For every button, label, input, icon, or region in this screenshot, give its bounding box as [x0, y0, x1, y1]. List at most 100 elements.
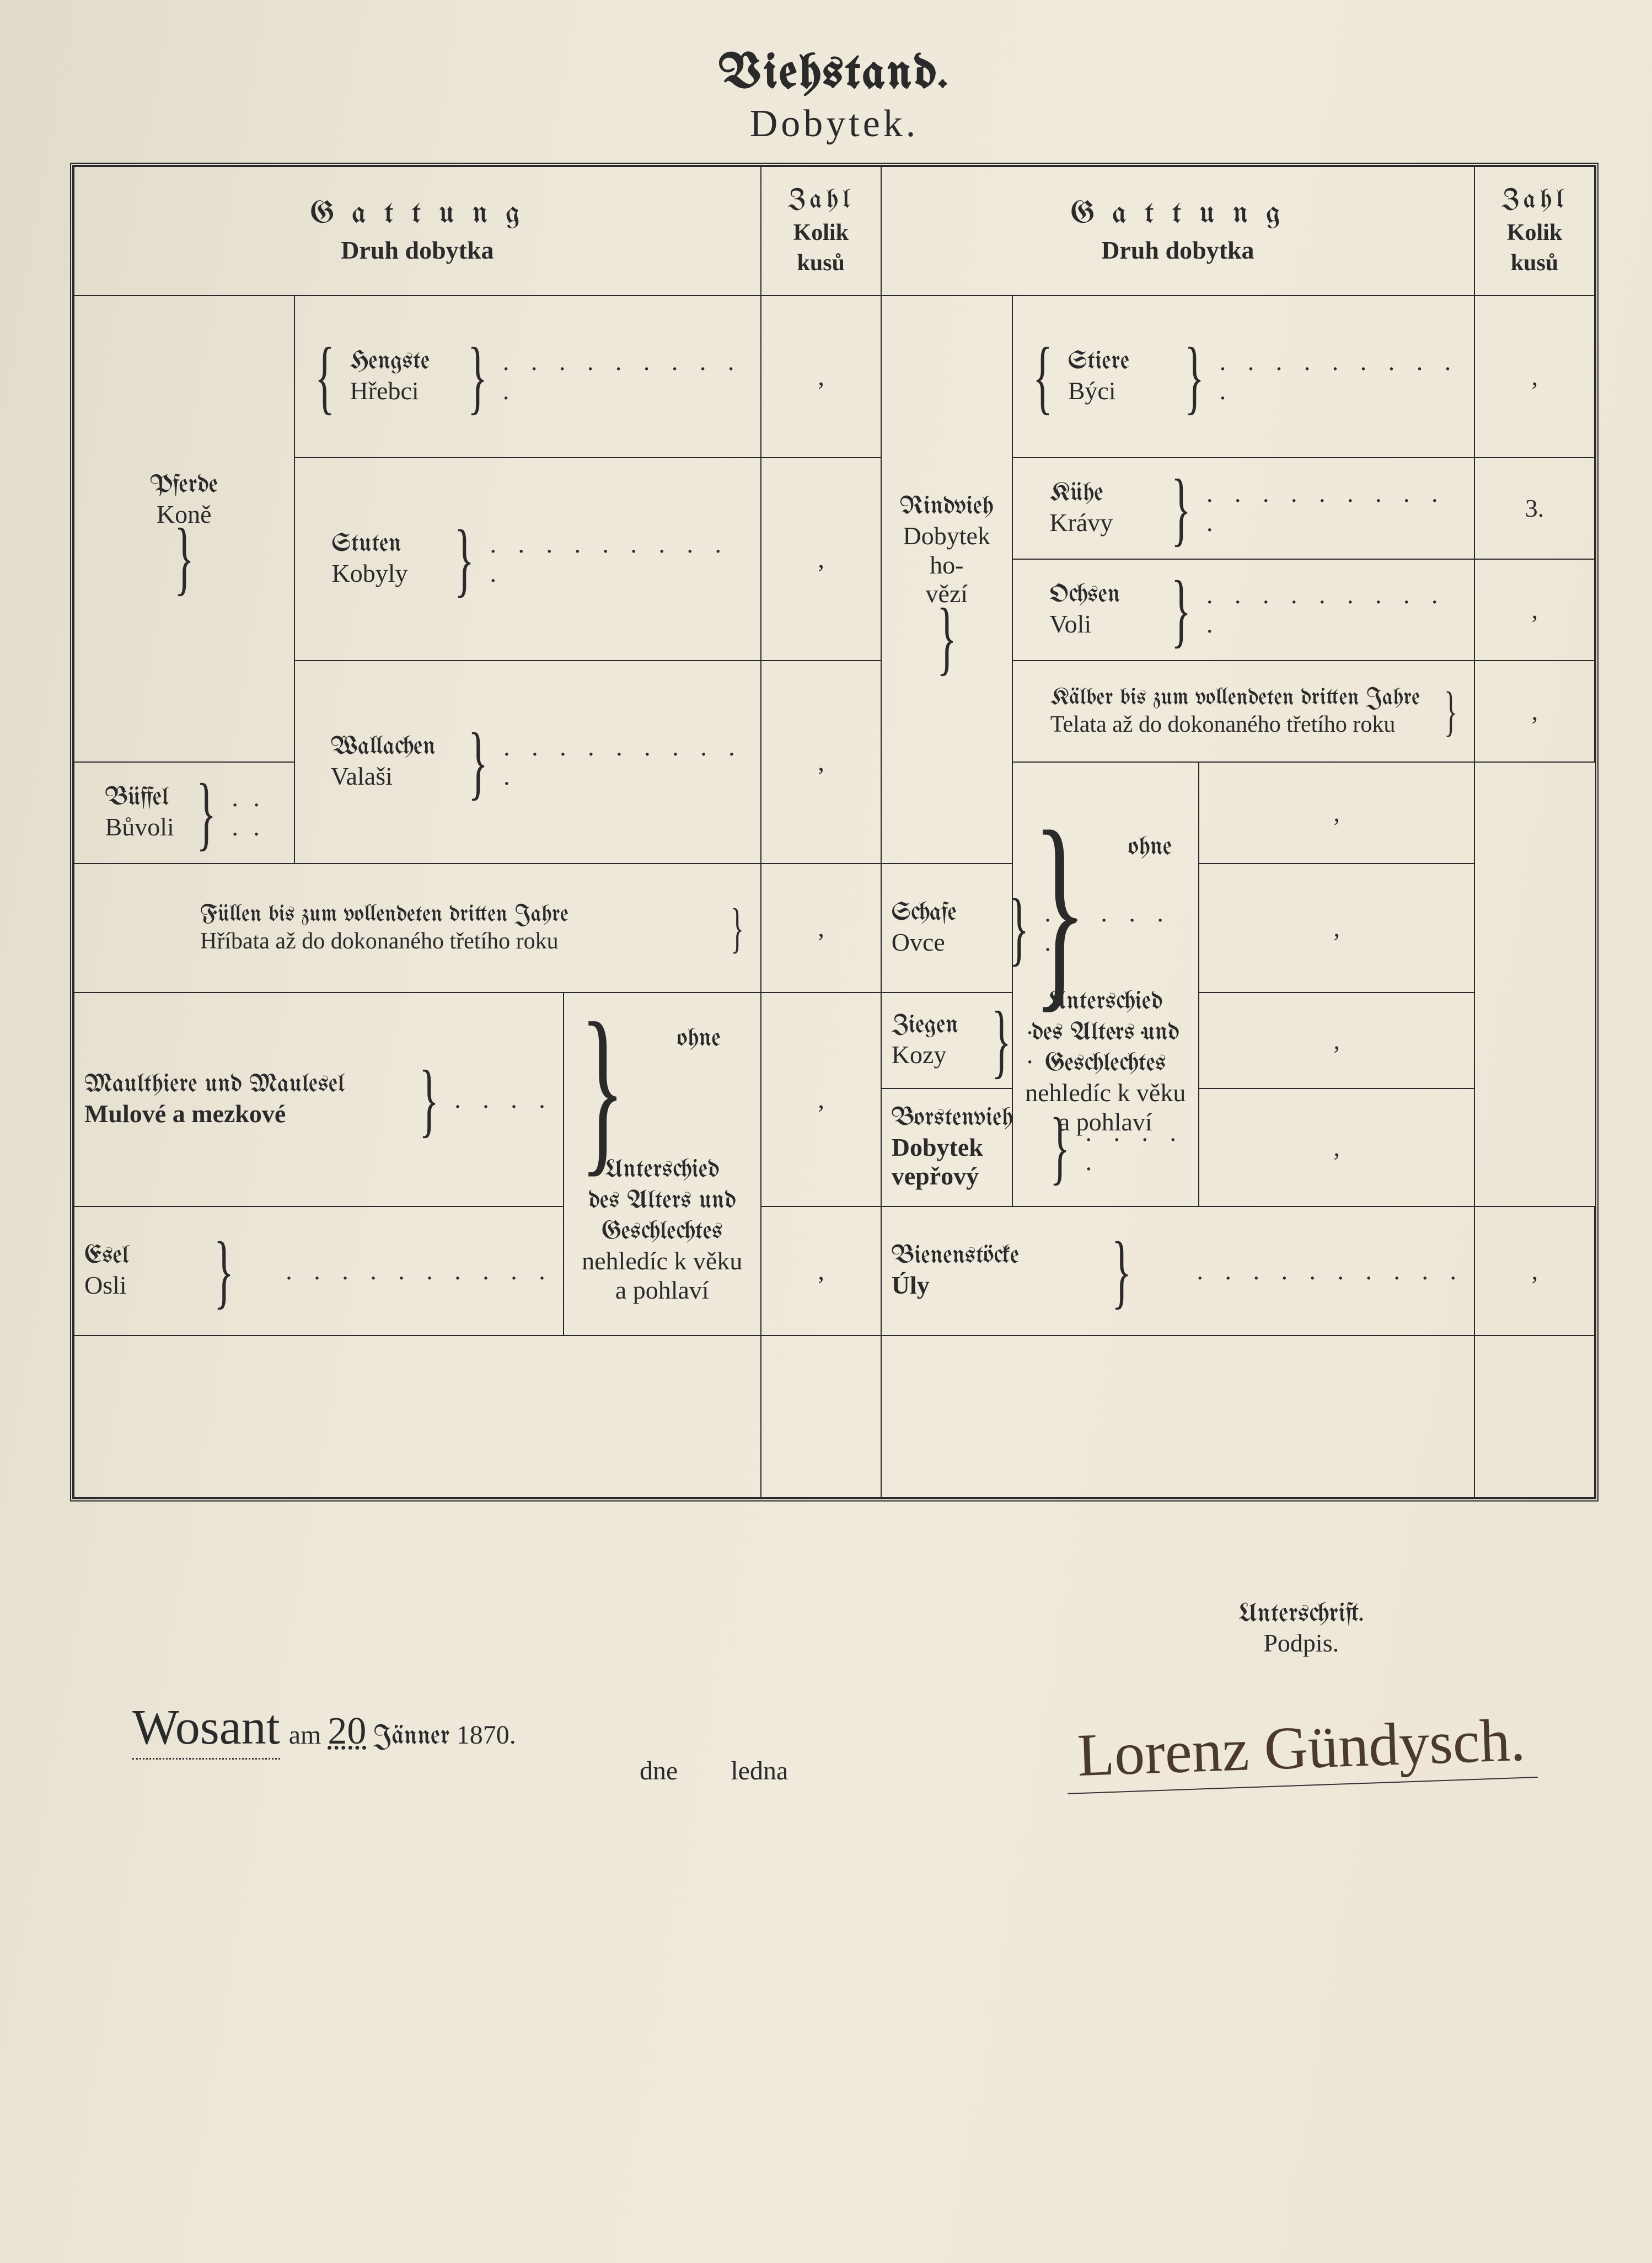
- signature-block: Unterschrift. Podpis. Lorenz Gündysch.: [1066, 1601, 1536, 1786]
- l3-lat: Valaši: [330, 762, 453, 791]
- ln-g3: Geschlechtes: [602, 1219, 722, 1245]
- r1-goth: Stiere: [1068, 347, 1169, 377]
- hdr-gattung-goth-l: G a t t u n g: [84, 197, 750, 232]
- rn-l1: nehledíc k věku: [1025, 1079, 1186, 1107]
- r1-val: ‚: [1474, 296, 1595, 458]
- l5-lat: Mulové a mezkové: [84, 1100, 404, 1129]
- brace-icon: }: [937, 609, 957, 667]
- brace-icon: }: [580, 1023, 625, 1154]
- brace-icon: }: [174, 529, 194, 587]
- brace-icon: }: [468, 348, 487, 406]
- dots: . . . . . . . . . .: [1206, 581, 1464, 639]
- l4-val: ‚: [761, 864, 881, 993]
- row-5: Maulthiere und Maulesel Mulové a mezkové…: [74, 993, 1595, 1088]
- r2-goth: Kühe: [1049, 479, 1156, 508]
- l5-goth: Maulthiere und Maulesel: [84, 1070, 404, 1100]
- row-2: Stuten Kobyly } . . . . . . . . . . ‚ Kü…: [74, 458, 1595, 559]
- ln-l2: a pohlaví: [615, 1276, 709, 1304]
- brace-icon: {: [315, 348, 335, 406]
- hdr-zahl-lat2-l: kusů: [771, 250, 871, 276]
- r8-val: ‚: [1199, 1088, 1474, 1206]
- r4-lat: Telata až do dokonaného třetího roku: [1050, 711, 1432, 738]
- dots: . . . .: [232, 784, 283, 842]
- r3-goth: Ochsen: [1049, 581, 1156, 610]
- place-handwritten: Wosant: [132, 1700, 280, 1760]
- dots: . . . . . . . . . .: [1206, 479, 1464, 538]
- r5-goth: Büffel: [105, 784, 181, 813]
- dots: . . . . . . . . . .: [490, 530, 750, 588]
- r6-lat: Ovce: [892, 928, 994, 957]
- brace-icon: }: [991, 1012, 1011, 1070]
- left-note: } ohne Unterschied des Alters und Geschl…: [564, 993, 761, 1336]
- signature-area: Wosant am 20 Jänner 1870. dne ledna Unte…: [66, 1601, 1602, 1786]
- dots: . . . .: [454, 1085, 553, 1114]
- brace-icon: }: [1184, 348, 1204, 406]
- unterschrift-label-goth: Unterschrift.: [1066, 1601, 1536, 1628]
- title-latin: Dobytek.: [66, 102, 1602, 146]
- am-label: am: [289, 1720, 321, 1750]
- r4-goth: Kälber bis zum vollendeten dritten Jahre: [1050, 685, 1432, 711]
- year: 1870.: [457, 1720, 516, 1750]
- l1-val: ‚: [761, 296, 881, 458]
- row-1: Pferde Koně } { Hengste Hřebci } . . . .…: [74, 296, 1595, 458]
- r8-lat: Dobytek vepřový: [892, 1133, 1035, 1192]
- l2-goth: Stuten: [332, 530, 439, 559]
- l2-val: ‚: [761, 458, 881, 661]
- brace-icon: }: [1033, 832, 1086, 986]
- l3-goth: Wallachen: [330, 733, 453, 762]
- cat-horses: Pferde Koně }: [74, 296, 294, 762]
- l5-val: ‚: [761, 993, 881, 1206]
- r2-lat: Krávy: [1049, 508, 1156, 538]
- r1-lat: Býci: [1068, 377, 1169, 406]
- dne-label: dne: [640, 1756, 678, 1785]
- dots: . . . . .: [1085, 1118, 1188, 1177]
- day-hand: 20: [328, 1710, 366, 1752]
- month-goth: Jänner: [373, 1723, 449, 1751]
- r3-val: ‚: [1474, 559, 1595, 661]
- l2-lat: Kobyly: [332, 559, 439, 588]
- row-3: Wallachen Valaši } . . . . . . . . . . ‚…: [74, 661, 1595, 762]
- livestock-table: G a t t u n g Druh dobytka Zahl Kolik ku…: [73, 166, 1595, 1498]
- l6-lat: Osli: [84, 1271, 162, 1300]
- ln-l1: nehledíc k věku: [582, 1247, 742, 1275]
- l1-goth: Hengste: [350, 347, 452, 377]
- r6-val: ‚: [1199, 864, 1474, 993]
- dots: . . . . . . . . . .: [1220, 347, 1464, 406]
- brace-icon: }: [1171, 480, 1191, 538]
- cat-cattle: Rindvieh Dobytek ho- vězí }: [881, 296, 1012, 864]
- hdr-gattung-lat-r: Druh dobytka: [892, 236, 1464, 265]
- spacer-row: [74, 1336, 1595, 1498]
- brace-icon: }: [214, 1242, 234, 1300]
- brace-icon: }: [1112, 1242, 1131, 1300]
- page: Viehstand. Dobytek. G a t t u n g Druh d…: [0, 0, 1652, 2263]
- dots: . . . . . . . . . .: [1197, 1257, 1465, 1286]
- r4-val: ‚: [1474, 661, 1595, 762]
- r9-val: ‚: [1474, 1206, 1595, 1336]
- r5-lat: Bůvoli: [105, 813, 181, 842]
- brace-icon: {: [1033, 348, 1053, 406]
- hdr-zahl-goth-l: Zahl: [771, 186, 871, 216]
- brace-icon: }: [468, 733, 488, 791]
- date-block: Wosant am 20 Jänner 1870. dne ledna: [132, 1699, 788, 1786]
- r8-goth: Borstenvieh: [892, 1104, 1035, 1133]
- brace-icon: }: [196, 784, 216, 842]
- table-frame: G a t t u n g Druh dobytka Zahl Kolik ku…: [70, 163, 1599, 1501]
- brace-icon: }: [1009, 899, 1029, 957]
- hdr-zahl-lat2-r: kusů: [1485, 250, 1584, 276]
- date-line: am 20 Jänner 1870.: [282, 1720, 516, 1750]
- month-lat: ledna: [731, 1756, 788, 1785]
- dots: . . . . . . . . . .: [286, 1257, 553, 1286]
- title-block: Viehstand. Dobytek.: [66, 50, 1602, 146]
- row-6: Esel Osli } . . . . . . . . . . ‚ Bienen…: [74, 1206, 1595, 1336]
- l3-val: ‚: [761, 661, 881, 864]
- r2-val: 3.: [1474, 458, 1595, 559]
- brace-icon: }: [419, 1071, 439, 1129]
- brace-icon: }: [1050, 1118, 1070, 1176]
- signature-handwritten: Lorenz Gündysch.: [1065, 1682, 1538, 1794]
- cat-horses-goth: Pferde: [84, 471, 284, 500]
- r5-val: ‚: [1199, 762, 1474, 864]
- brace-icon: }: [1171, 581, 1191, 639]
- brace-icon: }: [1444, 692, 1457, 731]
- dots: . . . . . . . . . .: [503, 347, 750, 406]
- hdr-zahl-goth-r: Zahl: [1485, 186, 1584, 216]
